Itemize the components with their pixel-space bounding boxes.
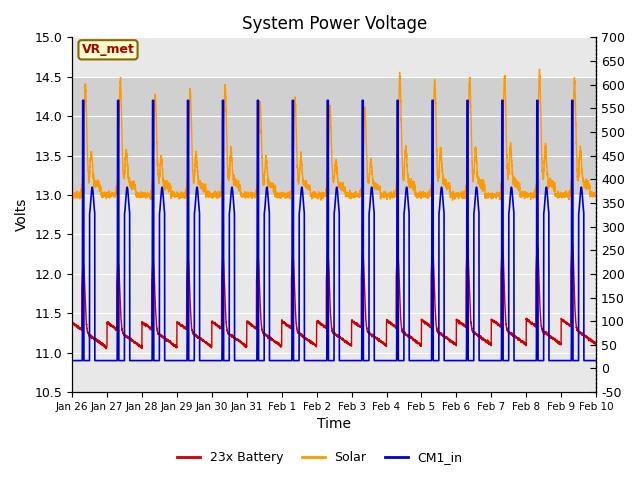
CM1_in	[591, 358, 599, 363]
Line: CM1_in: CM1_in	[72, 100, 596, 360]
23x Battery	[102, 346, 110, 352]
Bar	[72, 77, 596, 195]
Line: Solar: Solar	[72, 69, 596, 200]
CM1_in	[592, 358, 600, 363]
23x Battery	[314, 319, 322, 325]
Solar	[317, 197, 325, 203]
Solar	[314, 192, 322, 197]
Solar	[536, 66, 543, 72]
Solar	[592, 191, 600, 197]
23x Battery	[481, 337, 489, 343]
23x Battery	[163, 337, 170, 343]
23x Battery	[592, 341, 600, 347]
CM1_in	[163, 358, 170, 363]
Y-axis label: Volts: Volts	[15, 198, 29, 231]
Title: System Power Voltage: System Power Voltage	[241, 15, 427, 33]
Solar	[68, 192, 76, 197]
CM1_in	[79, 97, 86, 103]
CM1_in	[481, 358, 489, 363]
Solar	[422, 192, 430, 197]
Text: VR_met: VR_met	[81, 43, 134, 56]
23x Battery	[422, 320, 430, 325]
CM1_in	[451, 358, 459, 363]
CM1_in	[68, 358, 76, 363]
Solar	[451, 195, 459, 201]
CM1_in	[314, 358, 322, 363]
23x Battery	[568, 240, 576, 246]
Legend: 23x Battery, Solar, CM1_in: 23x Battery, Solar, CM1_in	[172, 446, 468, 469]
23x Battery	[68, 320, 76, 325]
Solar	[592, 192, 600, 197]
23x Battery	[592, 340, 600, 346]
X-axis label: Time: Time	[317, 418, 351, 432]
Solar	[163, 185, 170, 191]
CM1_in	[422, 358, 430, 363]
23x Battery	[451, 342, 459, 348]
Line: 23x Battery: 23x Battery	[72, 243, 596, 349]
Solar	[481, 189, 489, 195]
